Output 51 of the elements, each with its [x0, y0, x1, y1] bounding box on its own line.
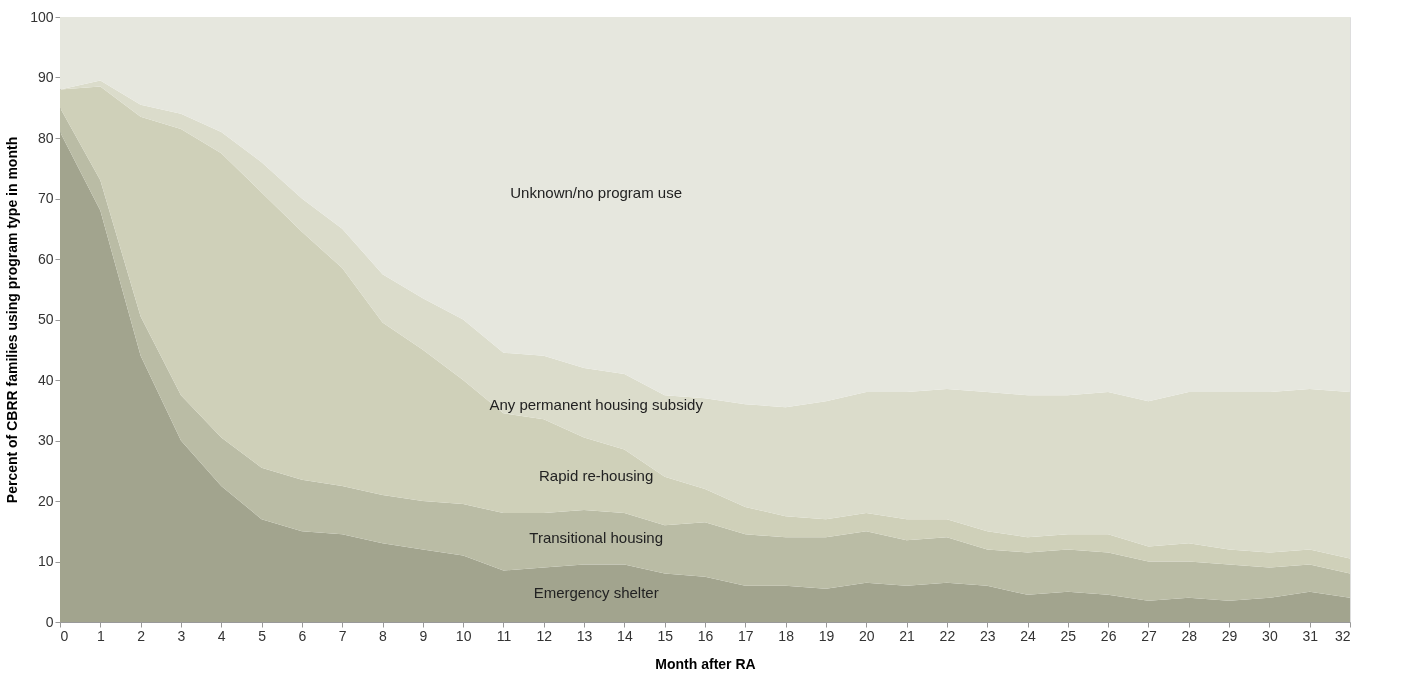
x-tick-label: 20	[858, 627, 875, 644]
x-tick-label: 6	[298, 627, 307, 644]
x-tick-label: 1	[96, 627, 105, 644]
x-tick-label: 18	[778, 627, 795, 644]
x-tick-label: 25	[1060, 627, 1077, 644]
x-tick-label: 21	[899, 627, 916, 644]
x-tick-label: 19	[818, 627, 835, 644]
y-tick-label: 90	[37, 69, 54, 85]
series-label: Emergency shelter	[533, 584, 659, 602]
y-axis-title: Percent of CBRR families using program type in month	[4, 136, 21, 504]
x-tick-label: 17	[738, 627, 754, 644]
y-tick-label: 100	[30, 8, 54, 25]
y-tick-label: 10	[37, 553, 54, 569]
x-tick-label: 10	[455, 627, 472, 644]
x-tick-label: 32	[1334, 627, 1351, 644]
x-tick-label: 22	[939, 627, 956, 644]
x-tick-label: 5	[258, 627, 267, 644]
x-tick-label: 12	[536, 627, 553, 644]
x-tick-label: 24	[1020, 627, 1036, 644]
y-tick-label: 60	[37, 250, 54, 267]
x-tick-label: 14	[617, 627, 633, 644]
series-label: Transitional housing	[529, 528, 664, 546]
x-tick-label: 7	[338, 627, 347, 644]
y-tick-label: 20	[37, 492, 54, 509]
x-tick-label: 28	[1181, 627, 1198, 644]
series-label: Unknown/no program use	[510, 184, 683, 202]
x-tick-label: 3	[177, 627, 186, 644]
x-tick-label: 16	[697, 627, 714, 644]
x-axis-title: Month after RA	[655, 655, 756, 672]
series-label: Any permanent housing subsidy	[489, 396, 704, 414]
y-tick-label: 80	[37, 129, 54, 146]
x-tick-label: 9	[419, 627, 428, 644]
x-tick-label: 4	[217, 627, 226, 644]
y-tick-label: 30	[37, 432, 54, 448]
x-tick-label: 15	[657, 627, 674, 644]
x-tick-label: 26	[1100, 627, 1117, 644]
x-tick-label: 23	[979, 627, 996, 644]
x-tick-label: 13	[576, 627, 593, 644]
y-tick-label: 50	[37, 311, 54, 327]
x-tick-label: 2	[137, 627, 146, 644]
x-tick-label: 11	[496, 627, 512, 644]
x-tick-label: 8	[379, 627, 388, 644]
x-tick-label: 31	[1302, 627, 1319, 644]
y-tick-label: 0	[45, 613, 54, 630]
y-tick-label: 40	[37, 371, 54, 388]
x-tick-label: 29	[1221, 627, 1238, 644]
series-label: Rapid re-housing	[539, 467, 654, 485]
x-tick-label: 0	[60, 627, 69, 644]
x-tick-label: 27	[1141, 627, 1157, 644]
x-tick-label: 30	[1262, 627, 1278, 644]
y-tick-label: 70	[37, 190, 54, 206]
